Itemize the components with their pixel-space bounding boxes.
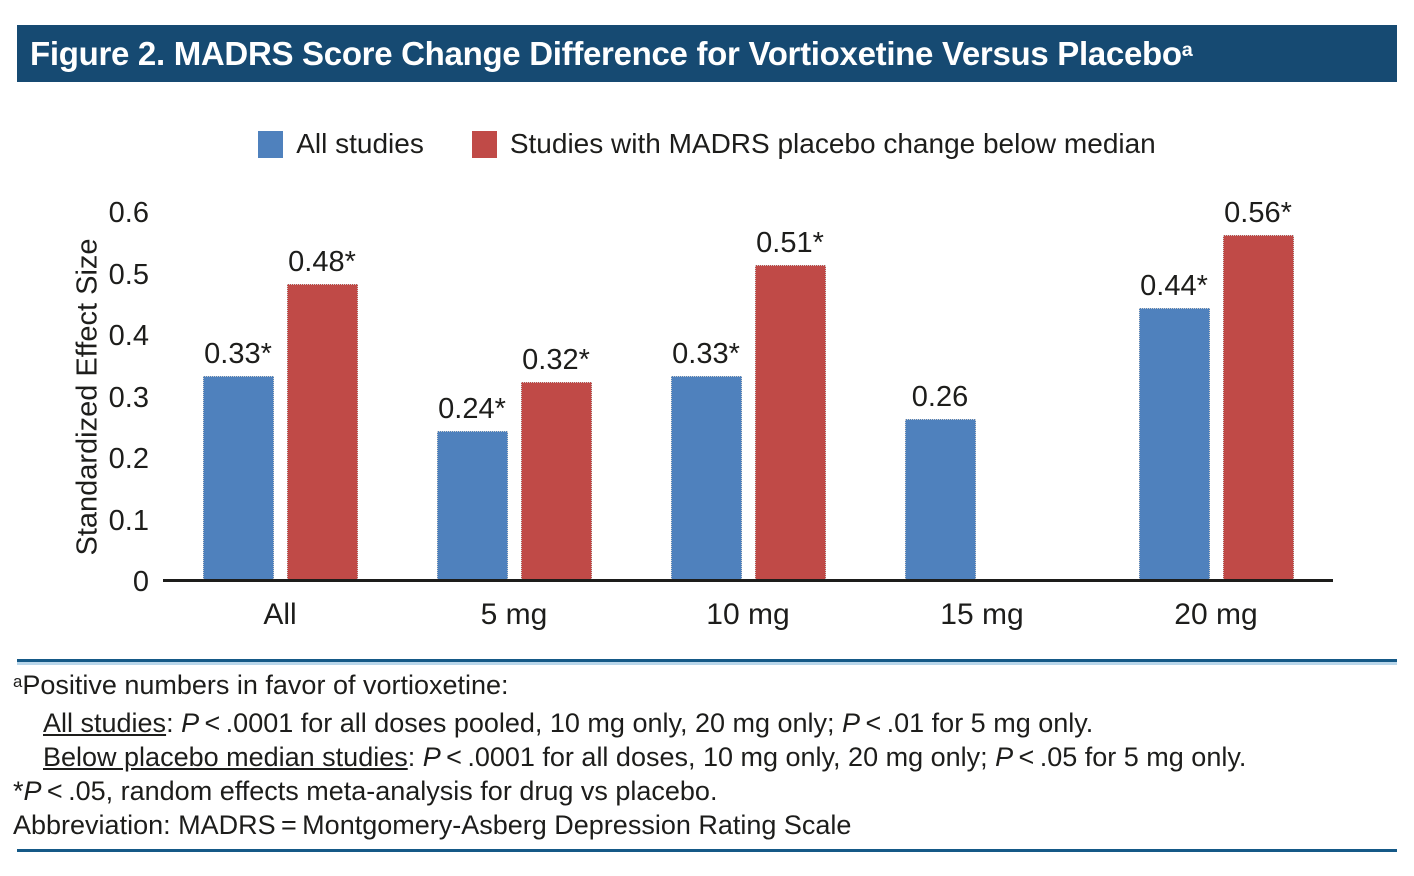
legend-swatch-icon [471, 130, 497, 158]
text-segment: : [407, 742, 423, 772]
legend-label: Studies with MADRS placebo change below … [509, 128, 1156, 159]
divider-rule-top [17, 659, 1397, 662]
text-segment: All studies [43, 708, 167, 738]
text-segment: < .0001 for all doses, 10 mg only, 20 mg… [440, 742, 996, 772]
bar-value-label: 0.33* [672, 338, 740, 371]
text-segment: < .05, random effects meta-analysis for … [41, 776, 718, 806]
bar-studies-with-madrs-placebo-change-below-median-20-mg: 0.56* [1222, 197, 1294, 579]
superscript-marker: a [13, 672, 23, 692]
bar-group-5-mg: 0.24* 0.32* [397, 213, 631, 579]
footnote-line-5: Abbreviation: MADRS = Montgomery-Asberg … [13, 808, 1401, 842]
text-segment: P [842, 708, 861, 738]
y-tick-label: 0.1 [108, 504, 149, 537]
y-tick-label: 0.5 [108, 258, 149, 291]
bar-value-label: 0.24* [438, 393, 506, 426]
text-segment: P [181, 708, 200, 738]
bar-value-label: 0.51* [756, 227, 824, 260]
legend-label: All studies [296, 128, 424, 159]
x-category-label-all: All [263, 598, 297, 631]
bar-value-label: 0.33* [204, 338, 272, 371]
text-segment: P [23, 776, 42, 806]
divider-rule-bottom [17, 849, 1397, 852]
figure-title: Figure 2. MADRS Score Change Difference … [30, 34, 1193, 73]
bar-all-studies-10-mg: 0.33* [670, 338, 742, 579]
figure-title-bar: Figure 2. MADRS Score Change Difference … [17, 25, 1397, 82]
text-segment: Figure 2. MADRS Score Change Difference … [30, 34, 1182, 72]
bar-group-10-mg: 0.33* 0.51* [631, 213, 865, 579]
bar-value-label: 0.26 [911, 381, 969, 414]
footnotes: aPositive numbers in favor of vortioxeti… [13, 668, 1401, 842]
footnote-line-3: Below placebo median studies: P < .0001 … [13, 740, 1401, 774]
legend-swatch-icon [258, 130, 284, 158]
y-tick-label: 0.2 [108, 443, 149, 475]
bar-group-all: 0.33* 0.48* [163, 213, 397, 579]
text-segment: P [995, 742, 1014, 772]
bar-all-studies-20-mg: 0.44* [1138, 270, 1210, 579]
footnote-line-2: All studies: P < .0001 for all doses poo… [13, 706, 1401, 740]
text-segment: < .05 for 5 mg only. [1013, 742, 1247, 772]
bar-value-label: 0.44* [1140, 270, 1208, 303]
superscript-marker: a [1181, 38, 1193, 61]
text-segment: P [422, 742, 441, 772]
bar-studies-with-madrs-placebo-change-below-median-5-mg: 0.32* [520, 344, 592, 579]
bar-all-studies-15-mg: 0.26 [904, 381, 976, 579]
y-tick-label: 0 [132, 566, 149, 598]
x-category-label-5-mg: 5 mg [480, 598, 548, 631]
x-category-label-10-mg: 10 mg [706, 598, 790, 631]
x-category-label-15-mg: 15 mg [940, 598, 1024, 631]
bar-value-label: 0.32* [522, 344, 590, 377]
text-segment: : [166, 708, 182, 738]
text-segment: < .0001 for all doses pooled, 10 mg only… [199, 708, 843, 738]
bar-all-studies-5-mg: 0.24* [436, 393, 508, 579]
text-segment: Below placebo median studies [43, 742, 408, 772]
bar-studies-with-madrs-placebo-change-below-median-10-mg: 0.51* [754, 227, 826, 579]
y-tick-label: 0.6 [108, 197, 149, 229]
text-segment: * [13, 776, 24, 806]
bar-value-label: 0.48* [288, 245, 356, 278]
footnote-line-1: aPositive numbers in favor of vortioxeti… [13, 668, 1401, 706]
bar-all-studies-all: 0.33* [202, 338, 274, 579]
legend-item-all-studies: All studies [258, 128, 424, 160]
y-tick-label: 0.4 [108, 320, 149, 352]
plot-area: 0.33* 0.48* 0.24* 0.32* 0.33* 0.51* 0.26 0.44* 0… [163, 197, 1333, 582]
bar-group-15-mg: 0.26 [865, 213, 1099, 579]
text-segment: < .01 for 5 mg only. [860, 708, 1094, 738]
footnote-line-4: *P < .05, random effects meta-analysis f… [13, 774, 1401, 808]
bar-value-label: 0.56* [1224, 196, 1292, 229]
text-segment: Positive numbers in favor of vortioxetin… [22, 670, 509, 700]
chart-legend: All studies Studies with MADRS placebo ch… [0, 128, 1414, 160]
legend-item-studies-with-madrs-placebo-change-below-median: Studies with MADRS placebo change below … [471, 128, 1156, 160]
bar-group-20-mg: 0.44* 0.56* [1099, 197, 1333, 579]
x-axis-labels: All 5 mg 10 mg 15 mg 20 mg [163, 598, 1333, 632]
y-tick-label: 0.3 [108, 381, 149, 414]
bar-studies-with-madrs-placebo-change-below-median-all: 0.48* [286, 246, 358, 579]
text-segment: Abbreviation: MADRS = Montgomery-Asberg … [13, 810, 852, 840]
y-axis-ticks: 0 0.1 0.2 0.3 0.4 0.5 0.6 [0, 198, 149, 597]
x-category-label-20-mg: 20 mg [1174, 598, 1258, 631]
